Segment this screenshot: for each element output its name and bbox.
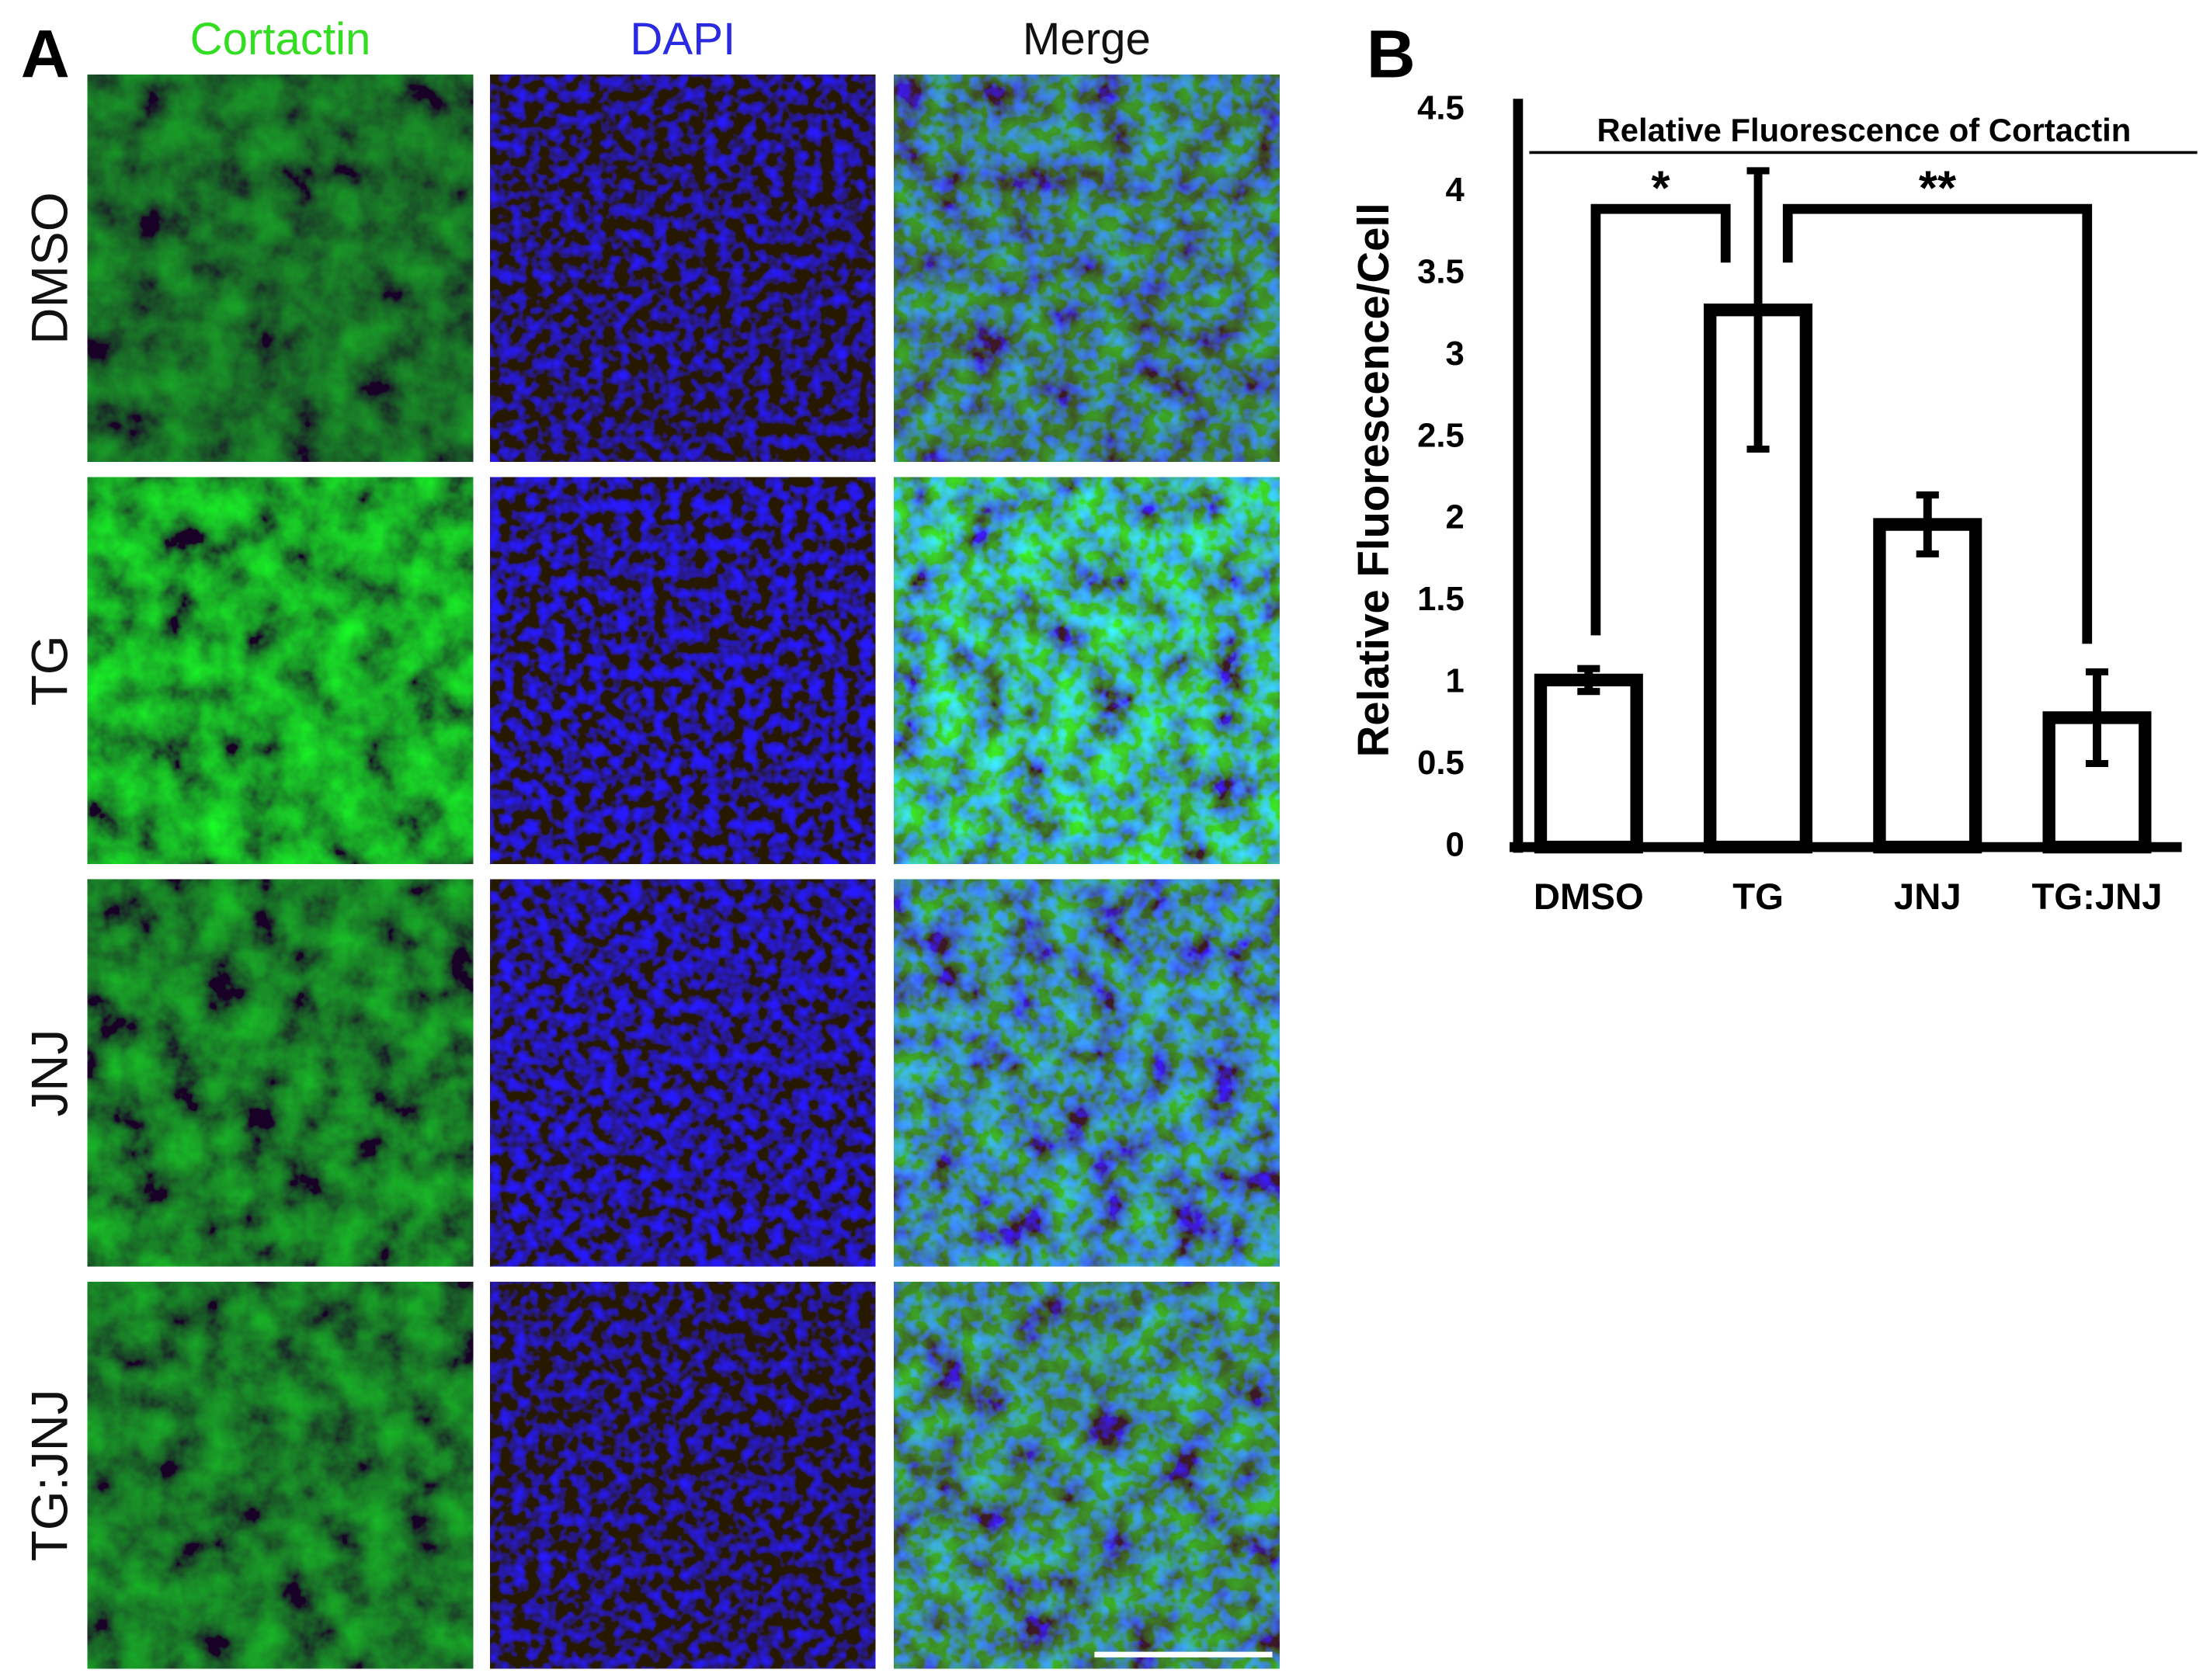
x-tick-label: TG:JNJ [2031, 876, 2162, 918]
micrograph [87, 75, 474, 462]
error-bar [2085, 668, 2109, 768]
dapi-signal [894, 477, 1280, 864]
y-tick-label: 1.5 [1417, 580, 1465, 618]
x-tick-label: JNJ [1894, 876, 1962, 918]
micrograph [87, 879, 474, 1267]
y-tick-label: 2 [1446, 498, 1465, 536]
micrograph [87, 1282, 474, 1669]
dapi-signal [490, 1282, 876, 1669]
y-tick-label: 3 [1446, 335, 1465, 373]
column-header: Merge [1023, 14, 1151, 64]
y-tick-label: 1 [1446, 662, 1465, 700]
y-tick-label: 0 [1446, 826, 1465, 864]
micrograph-grid: Cortactin DAPI Merge DMSO TG JNJ TG:JNJ [21, 14, 1280, 1669]
bar [1534, 673, 1643, 854]
micrograph [490, 1282, 876, 1669]
cortactin-signal [87, 879, 474, 1267]
column-header: Cortactin [190, 14, 371, 64]
y-tick-label: 2.5 [1417, 416, 1465, 454]
column-header: DAPI [630, 14, 735, 64]
micrograph [894, 1282, 1280, 1669]
error-bar [1746, 167, 1770, 453]
x-tick-label: DMSO [1534, 876, 1644, 918]
cortactin-signal [87, 75, 474, 462]
y-tick-label: 4 [1446, 171, 1465, 209]
micrograph [894, 75, 1280, 462]
panel-label: B [1367, 16, 1416, 92]
y-axis-title: Relative Fluorescence/Cell [1349, 203, 1398, 757]
dapi-signal [894, 1282, 1280, 1669]
cortactin-signal [87, 1282, 474, 1669]
row-label: DMSO [21, 192, 78, 344]
dapi-signal [490, 879, 876, 1267]
significance-bracket [1782, 203, 2093, 644]
micrograph [87, 477, 474, 864]
y-tick-label: 4.5 [1417, 89, 1465, 127]
x-tick-label: TG [1732, 876, 1784, 918]
error-bar [1916, 491, 1939, 558]
significance-label: * [1652, 162, 1670, 216]
significance-bracket [1590, 203, 1731, 636]
panel-label: A [21, 16, 70, 92]
error-bar [1577, 665, 1600, 696]
micrograph [894, 477, 1280, 864]
dapi-signal [894, 75, 1280, 462]
micrograph [490, 879, 876, 1267]
y-tick-label: 3.5 [1417, 252, 1465, 290]
micrograph [490, 75, 876, 462]
micrograph [490, 477, 876, 864]
bar [1873, 518, 1982, 854]
row-label: TG [21, 635, 78, 706]
dapi-signal [490, 75, 876, 462]
dapi-signal [894, 879, 1280, 1267]
cortactin-signal [87, 477, 474, 864]
significance-label: ** [1919, 162, 1956, 216]
row-label: TG:JNJ [21, 1389, 78, 1561]
chart-title: Relative Fluorescence of Cortactin [1597, 112, 2132, 148]
dapi-signal [490, 477, 876, 864]
row-label: JNJ [21, 1029, 78, 1117]
bar-chart: Relative Fluorescence of Cortactin Relati… [1349, 89, 2198, 918]
micrograph [894, 879, 1280, 1267]
y-tick-label: 0.5 [1417, 744, 1465, 782]
